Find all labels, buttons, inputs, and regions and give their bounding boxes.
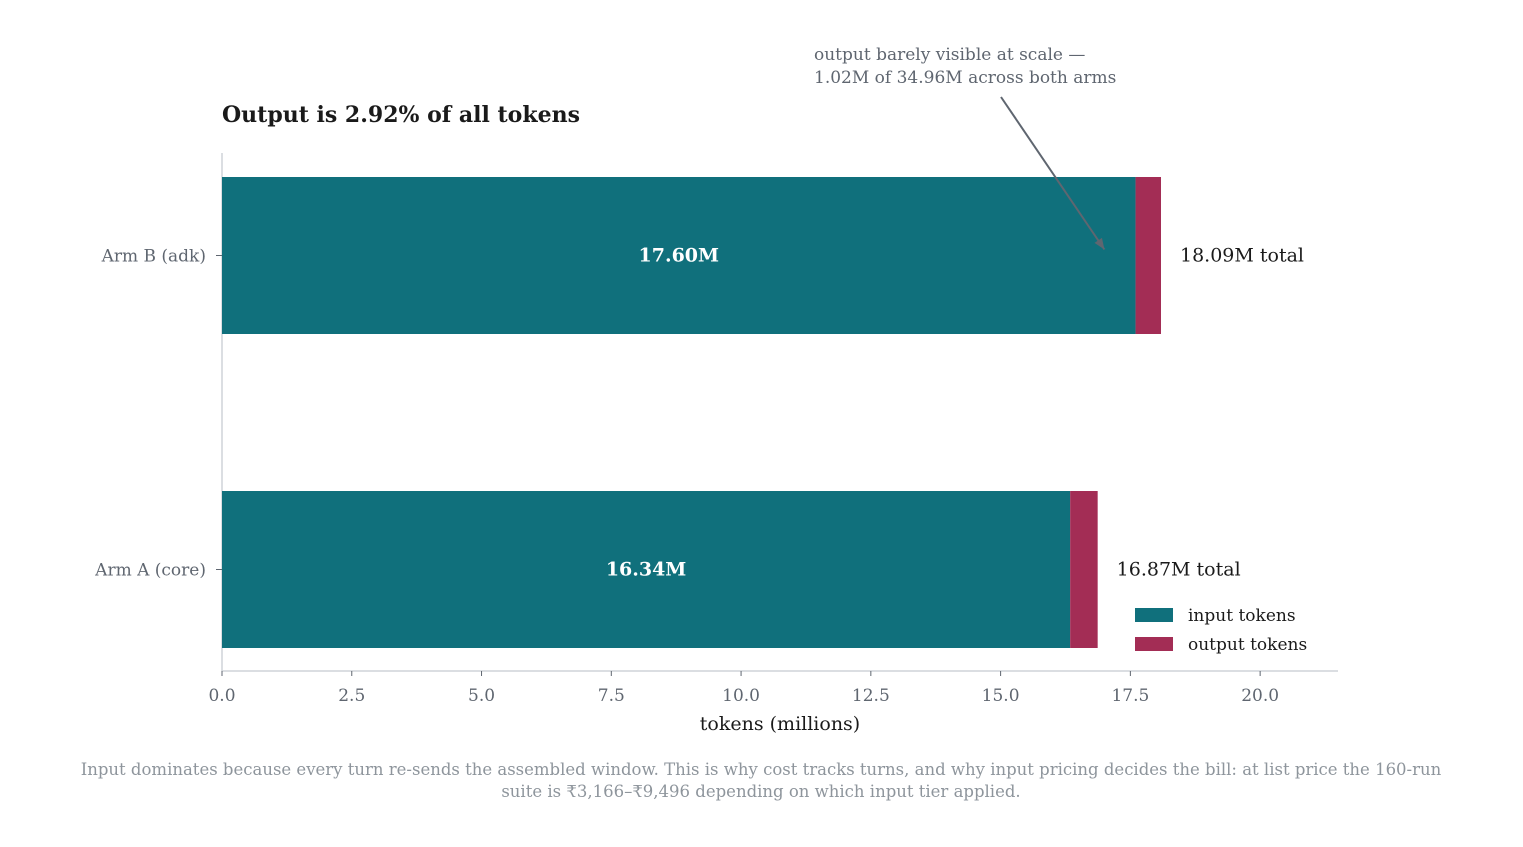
total-value-label: 16.87M total	[1117, 559, 1241, 581]
annotation-arrow	[1000, 96, 1106, 251]
x-tick-label: 15.0	[982, 686, 1020, 706]
caption: Input dominates because every turn re-se…	[81, 760, 1442, 801]
legend-label: input tokens	[1188, 606, 1296, 626]
input-value-label: 17.60M	[639, 245, 720, 267]
input-value-label: 16.34M	[606, 559, 687, 581]
legend: input tokens output tokens	[1135, 606, 1307, 655]
legend-label: output tokens	[1188, 635, 1307, 655]
input-bar	[222, 177, 1136, 334]
caption-line: suite is ₹3,166–₹9,496 depending on whic…	[501, 782, 1020, 801]
legend-swatch	[1135, 637, 1173, 651]
y-tick-label: Arm B (adk)	[101, 247, 206, 267]
x-tick-label: 7.5	[598, 686, 625, 706]
output-bar	[1070, 491, 1098, 648]
y-tick-label: Arm A (core)	[94, 561, 206, 581]
x-tick-label: 10.0	[722, 686, 760, 706]
total-value-label: 18.09M total	[1180, 245, 1304, 267]
annotation-arrowhead	[1094, 237, 1105, 250]
output-bar	[1135, 177, 1161, 334]
x-tick-label: 12.5	[852, 686, 890, 706]
bar-labels: 16.34M 16.87M total 17.60M 18.09M total	[606, 245, 1304, 581]
input-bar	[222, 491, 1071, 648]
x-tick-label: 20.0	[1241, 686, 1279, 706]
annotation-text: 1.02M of 34.96M across both arms	[814, 68, 1116, 88]
bars	[222, 177, 1161, 648]
annotation: output barely visible at scale — 1.02M of…	[814, 45, 1116, 251]
axes: 0.0 2.5 5.0 7.5 10.0 12.5 15.0 17.5 20.0 Arm A (c…	[94, 153, 1338, 706]
caption-line: Input dominates because every turn re-se…	[81, 760, 1442, 779]
chart-title: Output is 2.92% of all tokens	[222, 102, 580, 128]
legend-swatch	[1135, 608, 1173, 622]
x-tick-label: 5.0	[468, 686, 495, 706]
x-tick-label: 0.0	[208, 686, 235, 706]
x-tick-label: 2.5	[338, 686, 365, 706]
annotation-text: output barely visible at scale —	[814, 45, 1085, 65]
x-axis-label: tokens (millions)	[700, 713, 860, 735]
x-tick-label: 17.5	[1111, 686, 1149, 706]
